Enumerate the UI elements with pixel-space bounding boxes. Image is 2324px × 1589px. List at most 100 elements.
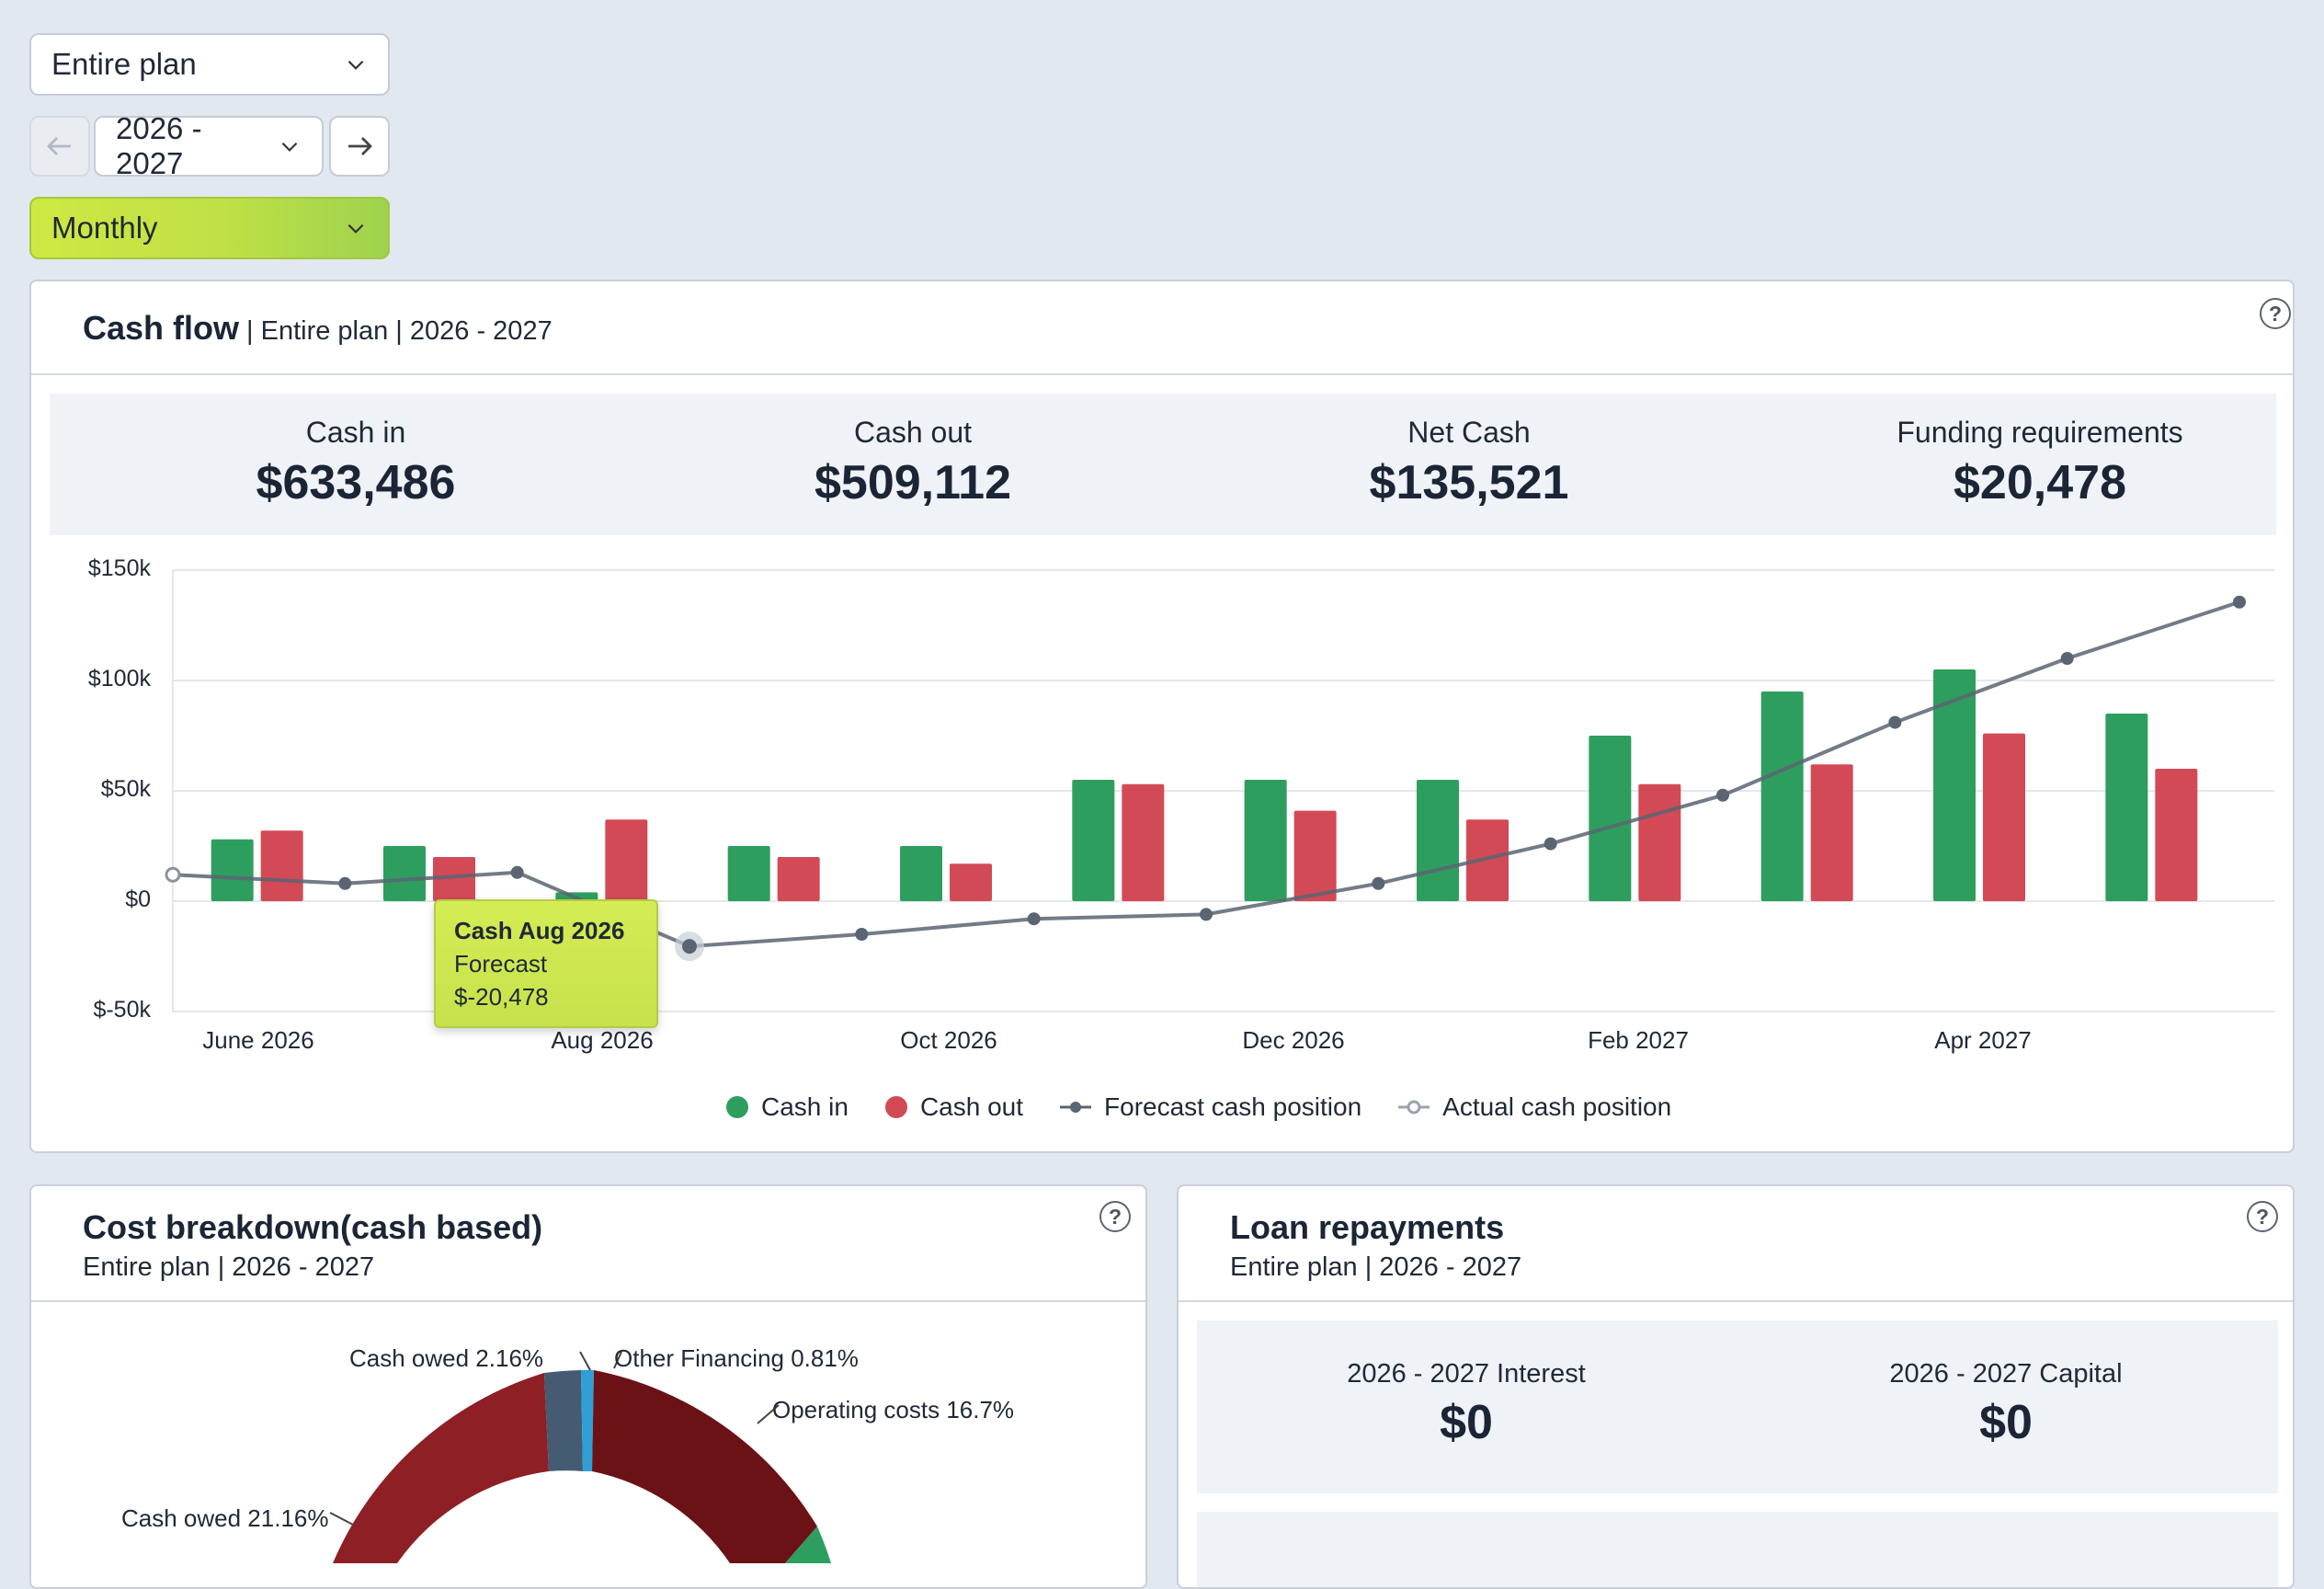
forecast-point (682, 939, 697, 955)
chevron-down-icon (347, 223, 364, 234)
forecast-point (855, 928, 869, 941)
bar-cash-in (383, 846, 426, 901)
prev-year-button[interactable] (29, 116, 90, 177)
donut-slice-operating-costs (592, 1370, 817, 1563)
bar-cash-in (1933, 669, 1976, 901)
scope-select-value: Entire plan (51, 47, 197, 81)
legend-label: Cash in (761, 1092, 849, 1121)
help-icon[interactable]: ? (2260, 298, 2291, 329)
bar-cash-in (1417, 780, 1459, 901)
stat-value: $20,478 (1954, 456, 2126, 509)
y-tick-label: $50k (100, 776, 151, 802)
forecast-point (1200, 908, 1213, 921)
bar-cash-in (1760, 692, 1804, 901)
legend-label: Cash out (919, 1092, 1024, 1121)
legend-dot-icon (884, 1096, 907, 1118)
bar-cash-in (211, 839, 254, 901)
forecast-line (172, 600, 2240, 949)
bar-cash-out (1810, 764, 1853, 901)
x-tick-label: Oct 2026 (900, 1026, 997, 1054)
stat-label: Net Cash (1407, 416, 1531, 449)
loan-card-header: Loan repayments Entire plan | 2026 - 202… (1179, 1186, 2293, 1302)
forecast-point (1716, 788, 1729, 802)
arrow-right-icon (348, 137, 372, 155)
pie-label: Cash owed 21.16% (121, 1504, 329, 1532)
bar-cash-out (1466, 819, 1509, 901)
chevron-down-icon (281, 142, 298, 152)
donut-slice-other-financing (581, 1369, 594, 1471)
tooltip-text: Forecast $-20,478 (454, 950, 549, 1011)
bar-cash-in (1589, 736, 1632, 901)
x-tick-label: June 2026 (202, 1026, 314, 1054)
legend-item-cash-out[interactable]: Cash out (884, 1092, 1024, 1122)
stat-label: 2026 - 2027 Capital (1889, 1359, 2123, 1389)
cost-subtitle: Entire plan | 2026 - 2027 (83, 1252, 375, 1282)
forecast-point (2233, 595, 2246, 609)
scope-select[interactable]: Entire plan (29, 33, 390, 96)
help-icon[interactable]: ? (2247, 1201, 2278, 1232)
stat-cash-in: Cash in $633,486 (126, 416, 586, 510)
bar-cash-out (950, 863, 992, 901)
leader-line (579, 1351, 591, 1371)
pie-label: Cash owed 2.16% (349, 1344, 544, 1372)
cost-donut-chart (329, 1351, 831, 1563)
chart-legend: Cash in Cash out Forecast cash position … (726, 1092, 1671, 1122)
cashflow-chart (165, 569, 2274, 1012)
legend-label: Forecast cash position (1104, 1092, 1362, 1121)
forecast-point (510, 865, 524, 879)
stat-value: $135,521 (1369, 456, 1569, 509)
cost-title: Cost breakdown(cash based) (83, 1208, 543, 1246)
stat-cash-out: Cash out $509,112 (683, 416, 1143, 510)
legend-item-cash-in[interactable]: Cash in (726, 1092, 849, 1122)
y-tick-label: $150k (87, 555, 151, 581)
actual-point (165, 866, 181, 883)
stat-net-cash: Net Cash $135,521 (1239, 416, 1699, 510)
x-tick-label: Aug 2026 (551, 1026, 654, 1054)
legend-item-forecast[interactable]: Forecast cash position (1060, 1092, 1361, 1122)
legend-item-actual[interactable]: Actual cash position (1398, 1092, 1671, 1122)
donut-slice-cash-owed-small (544, 1370, 583, 1471)
x-tick-label: Feb 2027 (1588, 1026, 1689, 1054)
line-marker-icon (1060, 1102, 1092, 1113)
loan-repayments-card: Loan repayments Entire plan | 2026 - 202… (1177, 1184, 2295, 1589)
stat-value: $0 (1440, 1396, 1493, 1449)
next-year-button[interactable] (329, 116, 390, 177)
legend-label: Actual cash position (1442, 1092, 1672, 1121)
bar-cash-in (2105, 714, 2148, 901)
legend-dot-icon (726, 1096, 748, 1118)
forecast-point (338, 876, 352, 890)
year-select[interactable]: 2026 - 2027 (94, 111, 324, 180)
donut-slice-cash-owed-large (333, 1373, 549, 1563)
cost-breakdown-card: Cost breakdown(cash based) Entire plan |… (29, 1184, 1147, 1589)
stat-label: Cash in (305, 416, 406, 449)
bar-cash-out (777, 857, 820, 901)
bar-cash-in (1244, 780, 1287, 901)
loan-subtitle: Entire plan | 2026 - 2027 (1230, 1252, 1522, 1282)
period-select[interactable]: Monthly (29, 197, 390, 259)
pie-label: Operating costs 16.7% (772, 1396, 1015, 1423)
leader-line (329, 1512, 354, 1526)
bar-cash-out (260, 830, 303, 901)
cashflow-subtitle: | Entire plan | 2026 - 2027 (246, 316, 553, 346)
y-tick-label: $-50k (93, 997, 151, 1023)
cost-card-header: Cost breakdown(cash based) Entire plan |… (31, 1186, 1145, 1302)
cashflow-card-header: Cash flow | Entire plan | 2026 - 2027 ? (31, 281, 2293, 375)
y-tick-label: $100k (87, 666, 151, 692)
help-icon[interactable]: ? (1099, 1201, 1131, 1232)
pie-label: Other Financing 0.81% (614, 1344, 859, 1372)
forecast-point (1372, 876, 1385, 890)
loan-title: Loan repayments (1230, 1208, 1505, 1246)
stat-value: $0 (1979, 1396, 2033, 1449)
period-select-value: Monthly (51, 211, 158, 245)
stat-label: Funding requirements (1897, 416, 2183, 449)
stat-value: $633,486 (256, 456, 456, 509)
forecast-point (1544, 837, 1557, 851)
chevron-down-icon (347, 60, 364, 70)
bar-cash-in (1072, 780, 1115, 901)
stat-capital: 2026 - 2027 Capital $0 (1776, 1359, 2236, 1450)
bar-cash-out (1638, 783, 1681, 901)
leader-line (613, 1351, 622, 1369)
donut-slice-green (785, 1526, 831, 1563)
cashflow-stats-band: Cash in $633,486 Cash out $509,112 Net C… (50, 394, 2276, 535)
bar-cash-in (900, 846, 942, 901)
